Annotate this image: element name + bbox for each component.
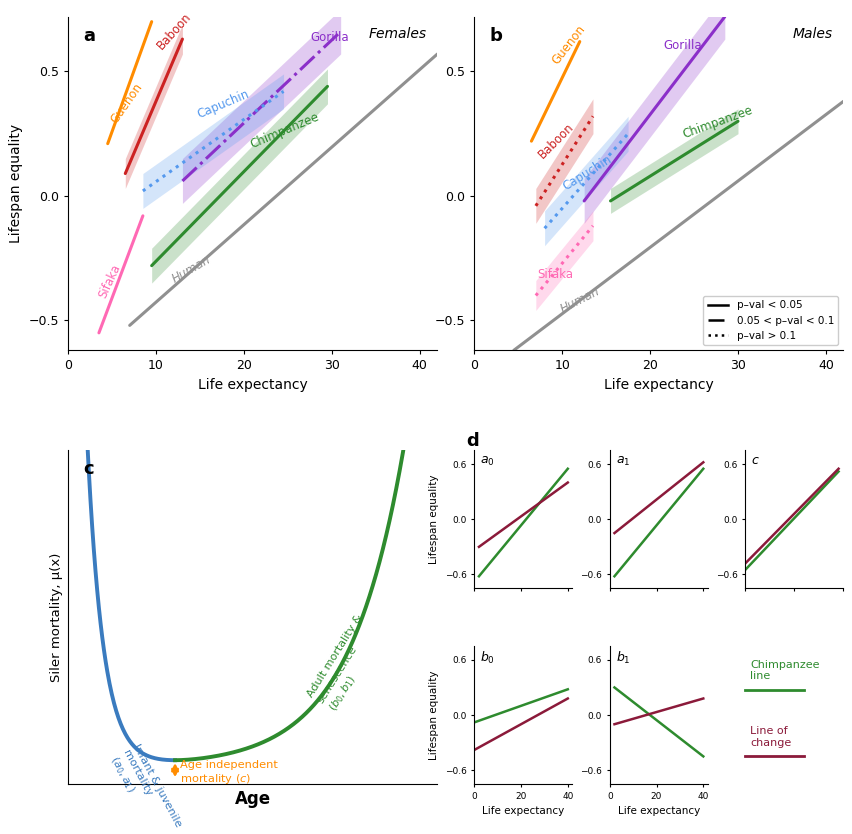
Text: Infant & juvenile
mortality
($a_0, a_1$): Infant & juvenile mortality ($a_0, a_1$) (107, 742, 183, 834)
X-axis label: Life expectancy: Life expectancy (618, 806, 700, 816)
Text: $a_0$: $a_0$ (481, 455, 495, 468)
Text: Baboon: Baboon (536, 120, 577, 161)
Text: Guenon: Guenon (549, 23, 588, 67)
Text: Guenon: Guenon (107, 81, 145, 126)
Text: Chimpanzee: Chimpanzee (249, 110, 321, 151)
X-axis label: Age: Age (234, 790, 271, 807)
Y-axis label: Lifespan equality: Lifespan equality (429, 671, 440, 760)
Text: Age independent
mortality ($c$): Age independent mortality ($c$) (181, 760, 279, 786)
X-axis label: Life expectancy: Life expectancy (604, 378, 714, 392)
Text: b: b (489, 27, 502, 45)
Y-axis label: Lifespan equality: Lifespan equality (9, 124, 23, 243)
X-axis label: Life expectancy: Life expectancy (482, 806, 565, 816)
Y-axis label: Lifespan equality: Lifespan equality (429, 475, 440, 564)
Text: $a_1$: $a_1$ (616, 455, 630, 468)
Text: a: a (83, 27, 95, 45)
Text: Baboon: Baboon (154, 10, 193, 52)
Y-axis label: Siler mortality, μ(x): Siler mortality, μ(x) (49, 552, 62, 682)
Text: c: c (83, 460, 94, 479)
Text: Adult mortality &
senescence
($b_0, b_1$): Adult mortality & senescence ($b_0, b_1$… (306, 613, 389, 714)
Text: Gorilla: Gorilla (663, 38, 702, 52)
Text: Line of
change: Line of change (751, 726, 792, 747)
Text: Sifaka: Sifaka (96, 263, 124, 300)
Text: Females: Females (368, 27, 426, 41)
Legend: p–val < 0.05, 0.05 < p–val < 0.1, p–val > 0.1: p–val < 0.05, 0.05 < p–val < 0.1, p–val … (704, 296, 838, 345)
Text: $b_1$: $b_1$ (616, 651, 630, 666)
Text: Human: Human (170, 253, 213, 285)
Text: Males: Males (792, 27, 832, 41)
X-axis label: Life expectancy: Life expectancy (198, 378, 308, 392)
Text: $c$: $c$ (751, 455, 760, 468)
Text: Sifaka: Sifaka (538, 268, 573, 280)
Text: $b_0$: $b_0$ (481, 651, 495, 666)
Text: Human: Human (558, 284, 602, 315)
Text: Capuchin: Capuchin (561, 153, 614, 193)
Text: Chimpanzee
line: Chimpanzee line (751, 660, 820, 681)
Text: Chimpanzee: Chimpanzee (681, 103, 755, 141)
Text: Capuchin: Capuchin (196, 88, 251, 121)
Text: d: d (466, 432, 479, 450)
Text: Gorilla: Gorilla (310, 31, 348, 44)
